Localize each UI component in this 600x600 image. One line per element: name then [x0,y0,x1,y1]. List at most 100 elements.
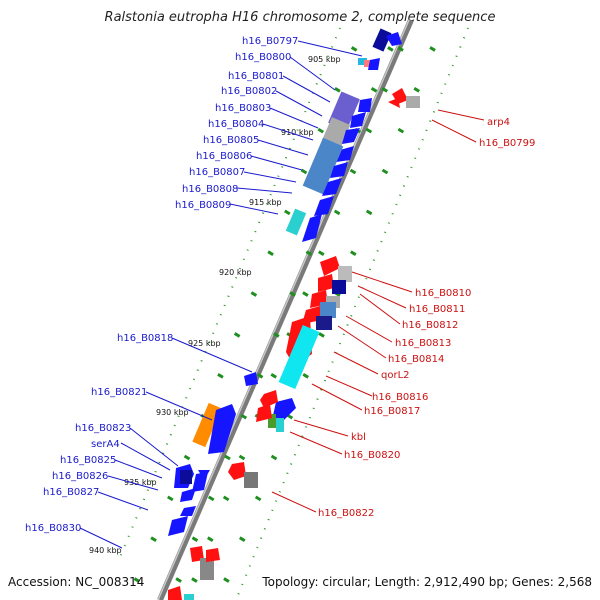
gene-feature[interactable] [406,96,420,108]
gene-feature[interactable] [285,208,307,236]
gene-label[interactable]: h16_B0804 [208,119,264,130]
gene-label[interactable]: h16_B0817 [364,406,420,417]
gene-label[interactable]: h16_B0797 [242,36,298,47]
gene-arrow[interactable] [168,516,188,536]
gene-feature[interactable] [200,558,214,580]
gene-feature[interactable] [302,137,344,195]
gene-label[interactable]: arp4 [487,117,510,128]
gene-feature[interactable] [184,594,194,600]
scale-tick [334,86,341,93]
gene-arrow[interactable] [168,586,182,600]
gene-label[interactable]: serA4 [91,439,120,450]
gene-arrow[interactable] [330,162,348,178]
gene-feature[interactable] [372,28,392,52]
gene-label[interactable]: h16_B0805 [203,135,259,146]
gene-arrow[interactable] [180,488,196,502]
gene-feature[interactable] [332,280,346,294]
gene-label[interactable]: h16_B0827 [43,487,99,498]
kbp-label: 925 kbp [188,339,221,348]
scale-tick [289,291,296,297]
gene-label[interactable]: h16_B0807 [189,167,245,178]
scale-tick [254,495,262,502]
gene-arrow[interactable] [228,462,246,480]
gene-label[interactable]: h16_B0809 [175,200,231,211]
gene-feature[interactable] [268,414,276,428]
gene-arrow[interactable] [388,98,400,108]
gene-arrow[interactable] [322,178,342,196]
gene-label[interactable]: h16_B0811 [409,304,465,315]
gene-arrow[interactable] [244,372,258,386]
gene-feature[interactable] [276,418,284,432]
gene-arrow[interactable] [386,32,402,46]
map-title: Ralstonia eutropha H16 chromosome 2, com… [104,10,496,25]
gene-arrow[interactable] [350,112,366,128]
gene-label[interactable]: h16_B0799 [479,138,535,149]
gene-arrow[interactable] [318,274,334,292]
gene-arrow[interactable] [302,214,322,242]
gene-arrow[interactable] [272,398,296,420]
gene-label[interactable]: h16_B0801 [228,71,284,82]
gene-feature[interactable] [316,316,332,330]
gene-label[interactable]: h16_B0803 [215,103,271,114]
accession-text: Accession: NC_008314 [8,575,145,589]
scale-tick [381,168,389,175]
gene-label[interactable]: h16_B0813 [395,338,451,349]
scale-tick [267,250,274,257]
kbp-label: 935 kbp [124,478,157,487]
scale-tick [191,536,199,543]
gene-arrow[interactable] [358,98,372,112]
scale-tick [387,46,394,52]
gene-label[interactable]: h16_B0820 [344,450,400,461]
gene-arrow[interactable] [342,128,360,144]
topology-text: Topology: circular; Length: 2,912,490 bp… [262,575,592,589]
gene-label[interactable]: h16_B0830 [25,523,81,534]
gene-arrow[interactable] [198,470,210,480]
gene-arrow[interactable] [180,506,196,516]
gene-label[interactable]: h16_B0821 [91,387,147,398]
gene-arrow[interactable] [260,390,278,408]
gene-label[interactable]: h16_B0825 [60,455,116,466]
gene-feature[interactable] [358,58,367,65]
scale-tick [183,454,191,461]
gene-feature[interactable] [180,470,192,484]
gene-arrow[interactable] [206,548,220,562]
scale-tick [317,127,324,134]
gene-label[interactable]: qorL2 [381,370,410,381]
gene-label[interactable]: h16_B0802 [221,86,277,97]
gene-arrow[interactable] [368,58,380,70]
kbp-labels: 905 kbp 910 kbp 915 kbp 920 kbp 925 kbp … [89,55,341,555]
scale-tick [207,495,215,502]
scale-tick [238,454,246,461]
gene-feature[interactable] [192,402,222,448]
gene-feature[interactable] [338,266,352,282]
gene-arrow[interactable] [314,196,334,216]
gene-arrow[interactable] [256,404,272,422]
scale-tick [397,127,405,134]
chromosome-backbone-highlight [157,19,410,600]
gene-feature[interactable] [364,60,372,67]
gene-label[interactable]: h16_B0814 [388,354,444,365]
gene-label[interactable]: h16_B0822 [318,508,374,519]
kbp-label: 930 kbp [156,408,189,417]
scale-tick [270,454,278,461]
gene-label[interactable]: h16_B0800 [235,52,291,63]
gene-arrow[interactable] [320,256,340,276]
gene-feature[interactable] [278,324,320,390]
gene-label[interactable]: h16_B0810 [415,288,471,299]
scale-tick [349,168,357,175]
scale-tick [175,577,182,583]
gene-label[interactable]: h16_B0808 [182,184,238,195]
gene-label[interactable]: kbl [351,432,366,443]
gene-label[interactable]: h16_B0818 [117,333,173,344]
gene-label[interactable]: h16_B0823 [75,423,131,434]
gene-feature[interactable] [320,302,336,318]
gene-label[interactable]: h16_B0812 [402,320,458,331]
gene-label[interactable]: h16_B0806 [196,151,252,162]
left-leader-lines [79,40,363,549]
scale-tick [150,536,157,543]
gene-label[interactable]: h16_B0826 [52,471,108,482]
gene-arrow[interactable] [208,404,236,454]
gene-feature[interactable] [244,472,258,488]
gene-label[interactable]: h16_B0816 [372,392,428,403]
